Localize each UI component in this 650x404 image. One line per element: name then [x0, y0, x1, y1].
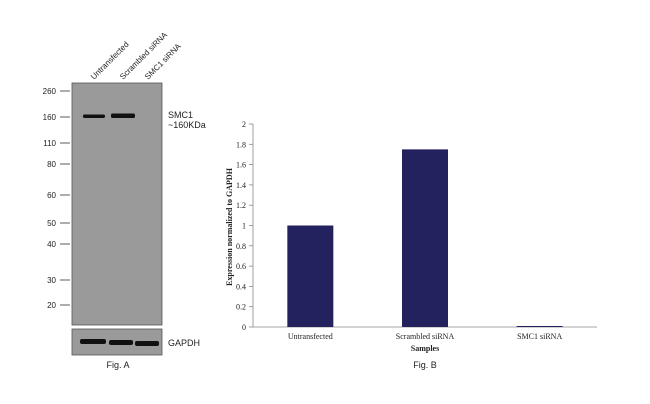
blot-panel: [71, 82, 163, 326]
band-untransfected: [83, 114, 105, 118]
gapdh-band: [80, 339, 106, 344]
ladder-marker-label: 50: [47, 219, 56, 228]
ladder-marker-label: 20: [47, 301, 56, 310]
bar-smc1-sirna: [516, 325, 563, 327]
x-tick-label: Untransfected: [288, 332, 333, 341]
gapdh-band: [109, 340, 133, 345]
x-tick-label: SMC1 siRNA: [517, 332, 562, 341]
y-tick-label: 0: [242, 323, 246, 332]
y-tick-label: 0.2: [236, 303, 246, 312]
ladder-marker-label: 80: [47, 160, 56, 169]
fig-a-caption: Fig. A: [106, 360, 129, 370]
x-axis-ticks: Untransfected Scrambled siRNA SMC1 siRNA: [288, 332, 563, 341]
y-tick-label: 1.2: [236, 201, 246, 210]
y-tick-label: 0.8: [236, 242, 246, 251]
gapdh-label: GAPDH: [168, 338, 200, 348]
ladder-marker-label: 160: [43, 113, 57, 122]
gapdh-band: [135, 341, 159, 346]
y-tick-label: 0.6: [236, 262, 246, 271]
y-tick-label: 1.8: [236, 140, 246, 149]
y-tick-label: 0.4: [236, 282, 246, 291]
x-axis-label: Samples: [411, 344, 439, 353]
band-label-size: ~160KDa: [168, 120, 206, 130]
y-axis-ticks: 0 0.2 0.4 0.6 0.8 1 1.2 1.4 1.6 1.8 2: [236, 120, 253, 332]
fig-b-caption: Fig. B: [413, 360, 437, 370]
ladder-marker-label: 110: [43, 139, 56, 148]
ladder-marker-label: 60: [47, 191, 56, 200]
bar-untransfected: [287, 225, 334, 327]
bands: [83, 113, 135, 118]
ladder-marker-label: 40: [47, 240, 56, 249]
band-label-name: SMC1: [168, 110, 193, 120]
ladder-marker-label: 260: [43, 87, 57, 96]
y-tick-label: 1: [242, 222, 246, 231]
bar-chart: Expression normalized to GAPDH 0 0.2 0.4 0.…: [225, 120, 597, 370]
y-tick-label: 1.6: [236, 161, 246, 170]
x-tick-label: Scrambled siRNA: [396, 332, 455, 341]
bar-scrambled-sirna: [402, 149, 448, 327]
y-tick-label: 2: [242, 120, 246, 129]
ladder-marker-label: 30: [47, 276, 56, 285]
y-axis-label: Expression normalized to GAPDH: [225, 167, 234, 286]
band-scrambled-sirna: [111, 113, 135, 118]
bars: [287, 149, 563, 327]
y-tick-label: 1.4: [236, 181, 246, 190]
gapdh-bands: [80, 339, 159, 346]
ladder: 260 160 110 80 60 50 40 30 20: [43, 87, 70, 310]
